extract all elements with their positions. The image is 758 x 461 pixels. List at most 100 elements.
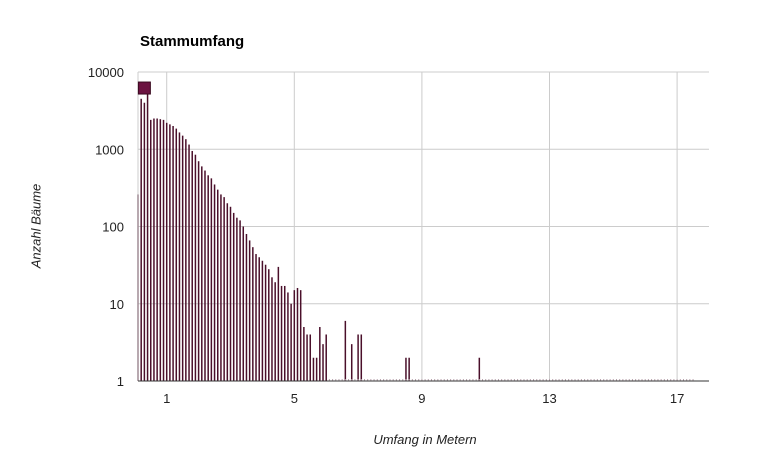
bar-baseline-tick	[536, 379, 538, 381]
bar	[277, 266, 280, 381]
bar	[357, 334, 359, 381]
bar-baseline-tick	[647, 379, 649, 381]
bar	[210, 178, 213, 381]
bar	[344, 320, 347, 381]
bar	[293, 290, 296, 381]
bar	[296, 287, 299, 381]
bar-baseline-tick	[367, 379, 369, 381]
bar	[478, 357, 481, 381]
bar-baseline-tick	[408, 379, 410, 381]
bar-baseline-tick	[424, 379, 426, 381]
y-tick-label: 10000	[88, 65, 124, 80]
bar	[140, 98, 142, 381]
bar-baseline-tick	[641, 379, 643, 381]
bar-baseline-tick	[488, 379, 490, 381]
bar-baseline-tick	[507, 379, 509, 381]
bar-baseline-tick	[539, 379, 541, 381]
bar	[242, 226, 245, 381]
bar-baseline-tick	[466, 379, 468, 381]
bar-baseline-tick	[510, 379, 512, 381]
bar-baseline-tick	[469, 379, 471, 381]
bar-baseline-tick	[341, 379, 343, 381]
bar-baseline-tick	[561, 379, 563, 381]
bar-baseline-tick	[332, 379, 334, 381]
bar-baseline-tick	[494, 379, 496, 381]
bar	[181, 135, 184, 381]
chart-title: Stammumfang	[140, 33, 245, 50]
bar-baseline-tick	[577, 379, 579, 381]
bar-baseline-tick	[682, 379, 684, 381]
bar	[312, 357, 315, 381]
bar	[146, 93, 149, 381]
bar-baseline-tick	[580, 379, 582, 381]
bar-baseline-tick	[526, 379, 528, 381]
bar	[188, 144, 190, 381]
bar-baseline-tick	[328, 379, 330, 381]
bar-baseline-tick	[529, 379, 531, 381]
bar-baseline-tick	[593, 379, 595, 381]
bar	[306, 334, 308, 381]
bar-baseline-tick	[600, 379, 602, 381]
bar	[162, 119, 165, 381]
bar-baseline-tick	[558, 379, 560, 381]
bar-baseline-tick	[644, 379, 646, 381]
bar	[175, 128, 178, 381]
bar-baseline-tick	[392, 379, 394, 381]
bar	[150, 119, 152, 381]
bar-baseline-tick	[411, 379, 413, 381]
bar	[153, 118, 155, 382]
bar-baseline-tick	[504, 379, 506, 381]
bar-baseline-tick	[482, 379, 484, 381]
bar-baseline-tick	[657, 379, 659, 381]
bar-baseline-tick	[348, 379, 350, 381]
bar-baseline-tick	[376, 379, 378, 381]
bar-baseline-tick	[679, 379, 681, 381]
bar-baseline-tick	[360, 379, 362, 381]
bar-baseline-tick	[542, 379, 544, 381]
x-axis-label: Umfang in Metern	[373, 432, 477, 447]
bar-baseline-tick	[415, 379, 417, 381]
bar	[229, 206, 232, 381]
bar-baseline-tick	[603, 379, 605, 381]
bar-baseline-tick	[344, 379, 346, 381]
x-tick-label: 5	[291, 391, 298, 406]
bar-baseline-tick	[628, 379, 630, 381]
bar-baseline-tick	[399, 379, 401, 381]
bar-baseline-tick	[450, 379, 452, 381]
bar-baseline-tick	[619, 379, 621, 381]
bar-baseline-tick	[389, 379, 391, 381]
bar	[165, 122, 168, 381]
bar-baseline-tick	[386, 379, 388, 381]
bar-baseline-tick	[472, 379, 474, 381]
bar-baseline-tick	[501, 379, 503, 381]
bar	[216, 189, 219, 381]
bar	[201, 166, 203, 381]
bar-baseline-tick	[622, 379, 624, 381]
bar-baseline-tick	[402, 379, 404, 381]
bar-baseline-tick	[434, 379, 436, 381]
bar-baseline-tick	[574, 379, 576, 381]
bar-baseline-tick	[443, 379, 445, 381]
x-tick-label: 1	[163, 391, 170, 406]
y-tick-label: 100	[102, 220, 124, 235]
bar-baseline-tick	[513, 379, 515, 381]
bar	[245, 233, 248, 381]
bar-baseline-tick	[667, 379, 669, 381]
bar	[360, 334, 363, 381]
x-tick-label: 17	[670, 391, 684, 406]
bar-baseline-tick	[549, 379, 551, 381]
bar	[283, 285, 286, 381]
bar-baseline-tick	[568, 379, 570, 381]
bar-baseline-tick	[354, 379, 356, 381]
bar-baseline-tick	[523, 379, 525, 381]
bar-baseline-tick	[478, 379, 480, 381]
bar	[280, 285, 283, 381]
bar-baseline-tick	[497, 379, 499, 381]
bar	[255, 254, 257, 381]
bar-baseline-tick	[596, 379, 598, 381]
bar	[156, 118, 158, 382]
bar-baseline-tick	[351, 379, 353, 381]
bar	[350, 344, 353, 381]
bar	[268, 269, 270, 381]
bar	[178, 132, 181, 381]
